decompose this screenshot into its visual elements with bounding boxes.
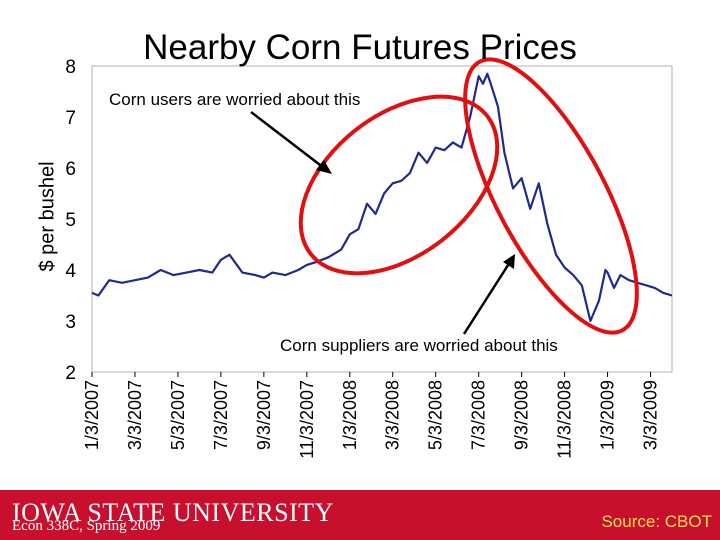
- x-tick-label: 3/3/2008: [383, 380, 403, 450]
- footer-bar: IOWA STATE UNIVERSITY Econ 338C, Spring …: [0, 490, 720, 540]
- annotation-layer: [250, 57, 639, 335]
- supplier-arrow: [462, 261, 512, 335]
- x-tick-label: 5/3/2007: [168, 380, 188, 450]
- x-tick-label: 9/3/2007: [254, 380, 274, 450]
- y-axis-label: $ per bushel: [36, 161, 59, 272]
- y-tick-label: 2: [65, 363, 76, 384]
- supplier-arrowhead: [503, 254, 515, 269]
- user-concern-ellipse: [298, 94, 500, 276]
- chart: 2 3 4 5 6 7 8 1/3/2007 3/3/2007 5/3/2007 7/3/2007…: [65, 57, 673, 459]
- chart-title: Nearby Corn Futures Prices: [143, 28, 577, 67]
- x-tick-label: 11/3/2008: [555, 380, 575, 459]
- y-tick-label: 5: [65, 210, 76, 231]
- source-label: Source: CBOT: [601, 512, 712, 531]
- user-arrow: [250, 111, 325, 169]
- x-tick-label: 9/3/2008: [512, 380, 532, 450]
- supplier-concern-ellipse: [463, 57, 639, 335]
- y-tick-label: 7: [65, 108, 76, 129]
- x-tick-label: 3/3/2009: [641, 380, 661, 450]
- y-axis: 2 3 4 5 6 7 8: [65, 57, 76, 384]
- x-tick-label: 7/3/2007: [211, 380, 231, 450]
- x-tick-label: 3/3/2007: [125, 380, 145, 450]
- x-tick-label: 1/3/2007: [82, 380, 102, 450]
- x-tick-label: 5/3/2008: [426, 380, 446, 450]
- y-tick-label: 3: [65, 312, 76, 333]
- x-tick-label: 7/3/2008: [469, 380, 489, 450]
- plot-area: [91, 65, 673, 373]
- course-label: Econ 338C, Spring 2009: [12, 518, 161, 534]
- y-tick-label: 8: [65, 57, 76, 78]
- user-concern-annotation: Corn users are worried about this: [109, 90, 361, 109]
- x-tick-label: 1/3/2009: [598, 380, 618, 450]
- x-tick-label: 11/3/2007: [297, 380, 317, 459]
- y-tick-label: 6: [65, 159, 76, 180]
- x-axis: 1/3/2007 3/3/2007 5/3/2007 7/3/2007 9/3/2007…: [82, 372, 661, 459]
- y-tick-label: 4: [65, 261, 76, 282]
- supplier-concern-annotation: Corn suppliers are worried about this: [280, 336, 558, 355]
- series-layer: [91, 72, 673, 323]
- university-wordmark: IOWA STATE UNIVERSITY: [12, 498, 334, 527]
- price-line: [91, 72, 673, 323]
- user-arrowhead: [316, 160, 332, 174]
- x-tick-label: 1/3/2008: [340, 380, 360, 450]
